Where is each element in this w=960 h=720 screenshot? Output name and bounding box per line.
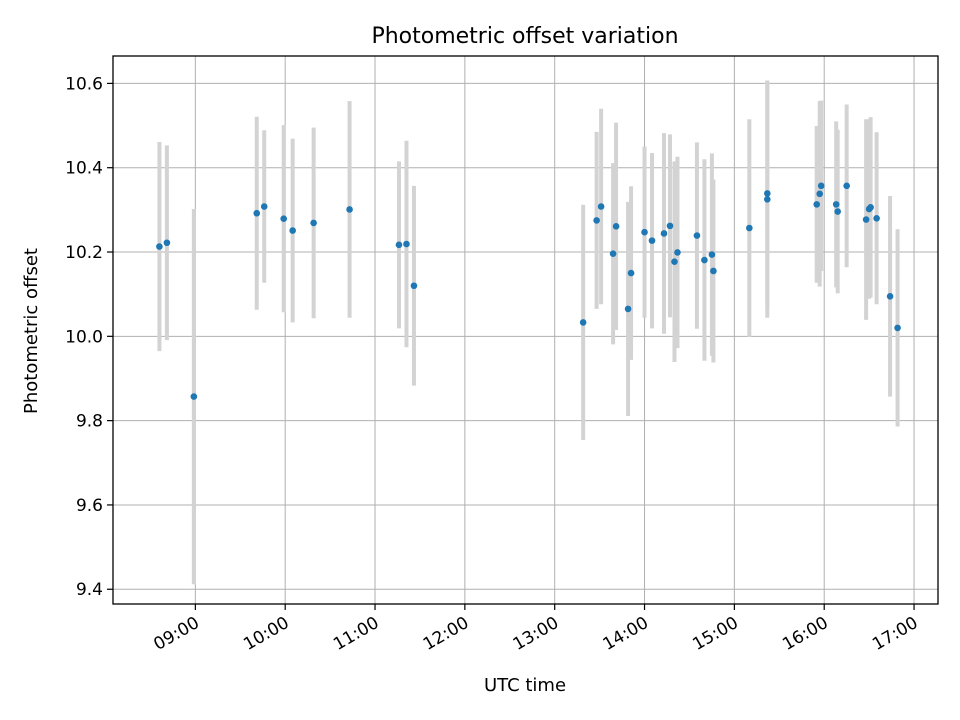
data-point — [395, 241, 403, 249]
data-point — [627, 269, 635, 277]
data-point — [813, 201, 821, 208]
data-point — [624, 305, 632, 313]
data-points — [156, 182, 901, 400]
data-point — [403, 240, 410, 248]
x-tick-label: 13:00 — [510, 613, 562, 655]
grid — [113, 56, 938, 604]
data-point — [346, 206, 353, 213]
data-point — [746, 224, 753, 232]
y-tick-label: 9.8 — [76, 412, 103, 432]
data-point — [163, 239, 171, 247]
data-point — [660, 230, 668, 237]
data-point — [666, 222, 674, 230]
data-point — [289, 227, 296, 234]
error-bars — [157, 80, 900, 585]
data-point — [612, 223, 620, 230]
x-tick-label: 11:00 — [330, 613, 382, 655]
x-tick-label: 16:00 — [779, 613, 831, 655]
data-point — [156, 243, 163, 250]
data-point — [593, 217, 600, 224]
data-point — [648, 237, 656, 244]
data-point — [693, 232, 701, 239]
data-point — [641, 228, 648, 236]
data-point — [674, 249, 681, 256]
y-tick-label: 10.2 — [65, 243, 103, 263]
data-point — [894, 324, 901, 332]
x-tick-label: 12:00 — [420, 613, 472, 655]
x-tick-label: 14:00 — [600, 613, 652, 655]
data-point — [597, 203, 605, 210]
x-tick-label: 09:00 — [150, 613, 202, 655]
data-point — [834, 208, 841, 215]
y-axis-label: Photometric offset — [21, 248, 42, 414]
data-point — [253, 209, 261, 217]
y-tick-label: 9.4 — [76, 580, 103, 600]
data-point — [579, 319, 587, 326]
data-point — [410, 282, 418, 290]
data-point — [310, 219, 317, 227]
x-tick-label: 10:00 — [240, 613, 292, 655]
y-tick-label: 10.0 — [65, 327, 103, 347]
data-point — [701, 256, 708, 264]
data-point — [817, 182, 825, 190]
x-tick-label: 15:00 — [689, 613, 741, 655]
data-point — [873, 214, 880, 222]
data-point — [764, 190, 771, 197]
plot-frame — [112, 55, 939, 605]
data-point — [708, 251, 716, 258]
data-point — [260, 203, 268, 210]
data-point — [609, 250, 617, 258]
data-point — [832, 201, 840, 208]
data-point — [843, 182, 850, 190]
data-point — [862, 216, 870, 223]
data-point — [764, 196, 771, 203]
y-tick-label: 10.4 — [65, 159, 103, 179]
data-point — [886, 292, 894, 300]
chart-title: Photometric offset variation — [371, 24, 678, 49]
data-point — [190, 393, 198, 400]
data-point — [867, 204, 874, 211]
data-point — [816, 190, 824, 198]
data-point — [280, 215, 287, 223]
x-tick-label: 17:00 — [869, 613, 921, 655]
y-tick-label: 9.6 — [76, 496, 103, 516]
data-point — [710, 267, 717, 275]
y-tick-label: 10.6 — [65, 74, 103, 94]
x-axis-label: UTC time — [484, 675, 566, 696]
data-point — [671, 258, 678, 266]
